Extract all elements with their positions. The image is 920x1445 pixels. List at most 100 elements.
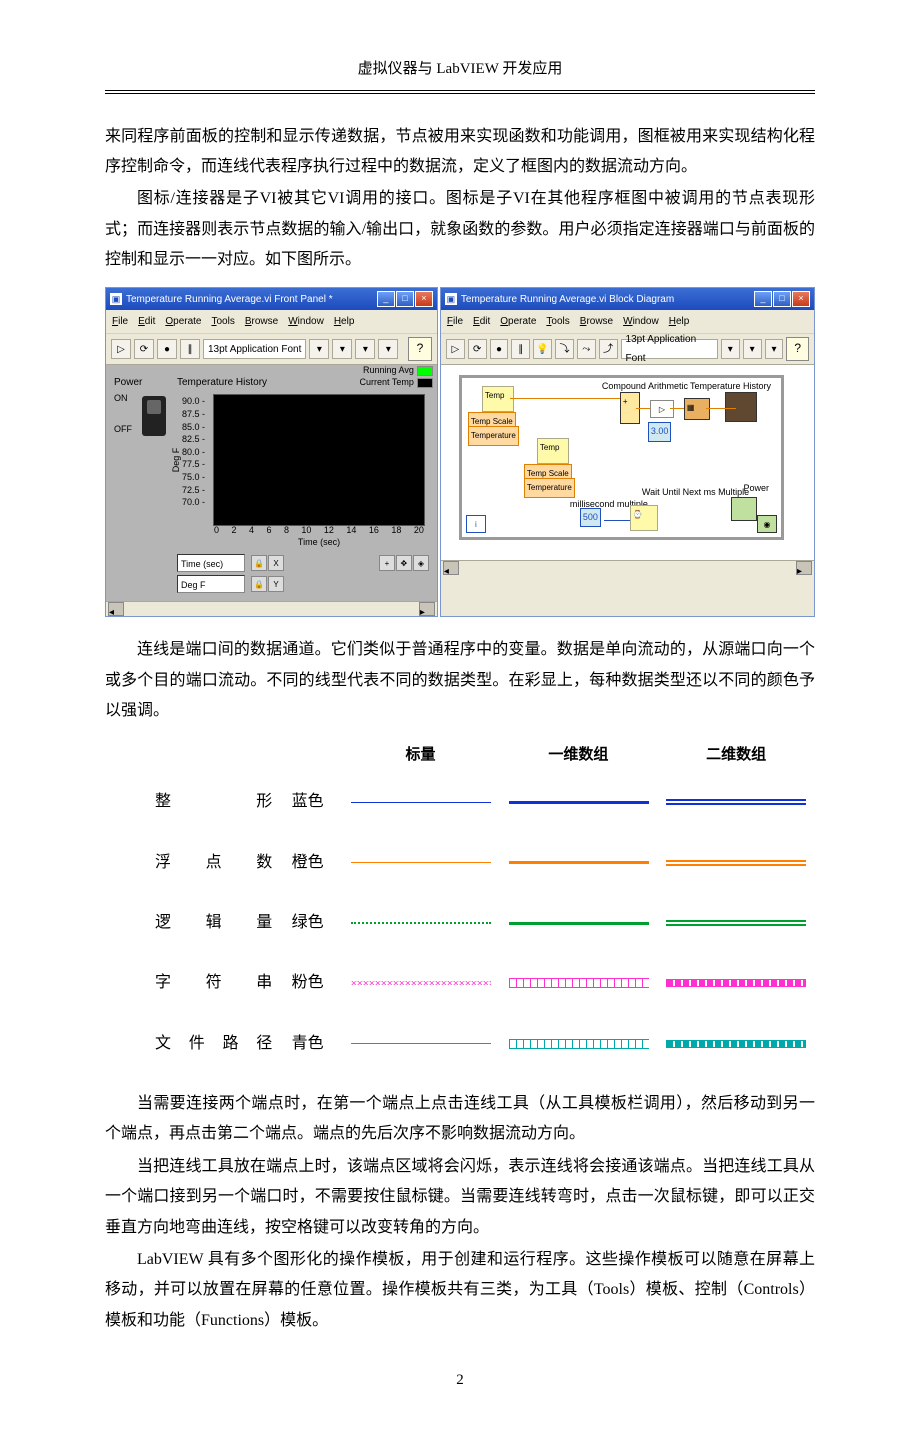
loop-condition[interactable]: ◉	[757, 515, 777, 533]
menu-help[interactable]: Help	[334, 312, 355, 331]
menu-browse[interactable]: Browse	[580, 312, 613, 331]
menu-window[interactable]: Window	[288, 312, 324, 331]
const-3[interactable]: 3.00	[648, 422, 672, 441]
menu-help[interactable]: Help	[669, 312, 690, 331]
menu-edit[interactable]: Edit	[138, 312, 155, 331]
fp-scrollbar[interactable]: ◂▸	[106, 601, 437, 616]
pan-icon[interactable]: ✥	[396, 555, 412, 571]
pause-button[interactable]: ∥	[180, 339, 200, 359]
menu-edit[interactable]: Edit	[473, 312, 490, 331]
minimize-button[interactable]: _	[754, 291, 772, 307]
wire-row-int: 整 形 蓝色	[105, 787, 815, 817]
page-number: 2	[105, 1366, 815, 1395]
scale-format-icon[interactable]: X	[268, 555, 284, 571]
paragraph-5: 当把连线工具放在端点上时，该端点区域将会闪烁，表示连线将会接通该端点。当把连线工…	[105, 1152, 815, 1243]
abort-button[interactable]: ●	[490, 339, 509, 359]
wire-type-table: 标量 一维数组 二维数组 整 形 蓝色 浮点数 橙色 逻辑量 绿色 字符	[105, 741, 815, 1059]
paragraph-6: LabVIEW 具有多个图形化的操作模板，用于创建和运行程序。这些操作模板可以随…	[105, 1245, 815, 1336]
step-over-button[interactable]: ⤳	[577, 339, 596, 359]
run-button[interactable]: ▷	[111, 339, 131, 359]
align-button[interactable]: ▾	[721, 339, 740, 359]
off-label: OFF	[114, 423, 132, 436]
waveform-chart: 90.0 -87.5 - 85.0 -82.5 - 80.0 -77.5 - 7…	[213, 394, 425, 526]
header-2d: 二维数组	[657, 741, 815, 770]
bd-app-icon: ▣	[445, 293, 457, 305]
scale-lock-icon-2[interactable]: 🔒	[251, 576, 267, 592]
loop-iteration: i	[466, 515, 486, 533]
fp-body: Power ON OFF Temperature History	[106, 365, 437, 601]
temperature-1: Temperature	[468, 426, 519, 445]
chart-x-label: Time (sec)	[298, 534, 340, 551]
menu-tools[interactable]: Tools	[212, 312, 235, 331]
wire-row-bool: 逻辑量 绿色	[105, 908, 815, 938]
bd-body: Temp Temp Scale Temperature Temp Temp Sc…	[441, 365, 814, 560]
labview-screenshots: ▣ Temperature Running Average.vi Front P…	[105, 287, 815, 617]
distribute-button[interactable]: ▾	[332, 339, 352, 359]
temp-subvi-2[interactable]: Temp	[537, 438, 569, 464]
maximize-button[interactable]: □	[773, 291, 791, 307]
divide-node[interactable]: ▷	[650, 400, 674, 418]
degf-input[interactable]: Deg F	[177, 575, 245, 593]
close-button[interactable]: ×	[792, 291, 810, 307]
menu-operate[interactable]: Operate	[165, 312, 201, 331]
zoom-icon[interactable]: +	[379, 555, 395, 571]
close-button[interactable]: ×	[415, 291, 433, 307]
power-terminal[interactable]	[731, 497, 757, 521]
header-scalar: 标量	[342, 741, 500, 770]
abort-button[interactable]: ●	[157, 339, 177, 359]
power-label: Power	[114, 373, 169, 392]
fp-menubar[interactable]: File Edit Operate Tools Browse Window He…	[106, 310, 437, 334]
run-cont-button[interactable]: ⟳	[468, 339, 487, 359]
reorder-button[interactable]: ▾	[378, 339, 398, 359]
fp-title: Temperature Running Average.vi Front Pan…	[126, 290, 377, 309]
paragraph-2: 图标/连接器是子VI被其它VI调用的接口。图标是子VI在其他程序框图中被调用的节…	[105, 184, 815, 275]
resize-button[interactable]: ▾	[355, 339, 375, 359]
time-input[interactable]: Time (sec)	[177, 554, 245, 572]
history-indicator[interactable]	[725, 392, 757, 422]
run-cont-button[interactable]: ⟳	[134, 339, 154, 359]
help-icon[interactable]: ?	[786, 337, 809, 361]
step-into-button[interactable]: ⤵	[555, 339, 574, 359]
page-header: 虚拟仪器与 LabVIEW 开发应用	[105, 55, 815, 91]
chart-y-axis: 90.0 -87.5 - 85.0 -82.5 - 80.0 -77.5 - 7…	[182, 395, 205, 508]
header-1d: 一维数组	[499, 741, 657, 770]
paragraph-1: 来同程序前面板的控制和显示传递数据，节点被用来实现函数和功能调用，图框被用来实现…	[105, 122, 815, 183]
distribute-button[interactable]: ▾	[743, 339, 762, 359]
temperature-2: Temperature	[524, 478, 575, 497]
bd-scrollbar[interactable]: ◂▸	[441, 560, 814, 575]
menu-operate[interactable]: Operate	[500, 312, 536, 331]
bundle-node[interactable]: ▦	[684, 398, 710, 420]
menu-file[interactable]: File	[112, 312, 128, 331]
menu-window[interactable]: Window	[623, 312, 659, 331]
font-selector[interactable]: 13pt Application Font	[203, 339, 306, 359]
header-rule	[105, 93, 815, 94]
power-switch[interactable]	[142, 396, 166, 436]
menu-tools[interactable]: Tools	[546, 312, 569, 331]
scale-format-icon-2[interactable]: Y	[268, 576, 284, 592]
bd-title: Temperature Running Average.vi Block Dia…	[461, 290, 754, 309]
cursor-icon[interactable]: ◈	[413, 555, 429, 571]
font-selector[interactable]: 13pt Application Font	[621, 339, 718, 359]
menu-browse[interactable]: Browse	[245, 312, 278, 331]
minimize-button[interactable]: _	[377, 291, 395, 307]
wait-node[interactable]: ⌚	[630, 505, 658, 531]
const-500[interactable]: 500	[580, 508, 601, 527]
maximize-button[interactable]: □	[396, 291, 414, 307]
pause-button[interactable]: ∥	[511, 339, 530, 359]
step-out-button[interactable]: ⤴	[599, 339, 618, 359]
fp-app-icon: ▣	[110, 293, 122, 305]
while-loop: Temp Temp Scale Temperature Temp Temp Sc…	[459, 375, 784, 540]
chart-y-label: Deg F	[168, 448, 185, 473]
highlight-button[interactable]: 💡	[533, 339, 552, 359]
help-icon[interactable]: ?	[408, 337, 432, 361]
menu-file[interactable]: File	[447, 312, 463, 331]
run-button[interactable]: ▷	[446, 339, 465, 359]
scale-lock-icon[interactable]: 🔒	[251, 555, 267, 571]
reorder-button[interactable]: ▾	[765, 339, 784, 359]
temp-subvi-1[interactable]: Temp	[482, 386, 514, 412]
wire-row-string: 字符串 粉色	[105, 968, 815, 998]
fp-titlebar: ▣ Temperature Running Average.vi Front P…	[106, 288, 437, 310]
paragraph-4: 当需要连接两个端点时，在第一个端点上点击连线工具（从工具模板栏调用），然后移动到…	[105, 1089, 815, 1150]
paragraph-3: 连线是端口间的数据通道。它们类似于普通程序中的变量。数据是单向流动的，从源端口向…	[105, 635, 815, 726]
align-button[interactable]: ▾	[309, 339, 329, 359]
